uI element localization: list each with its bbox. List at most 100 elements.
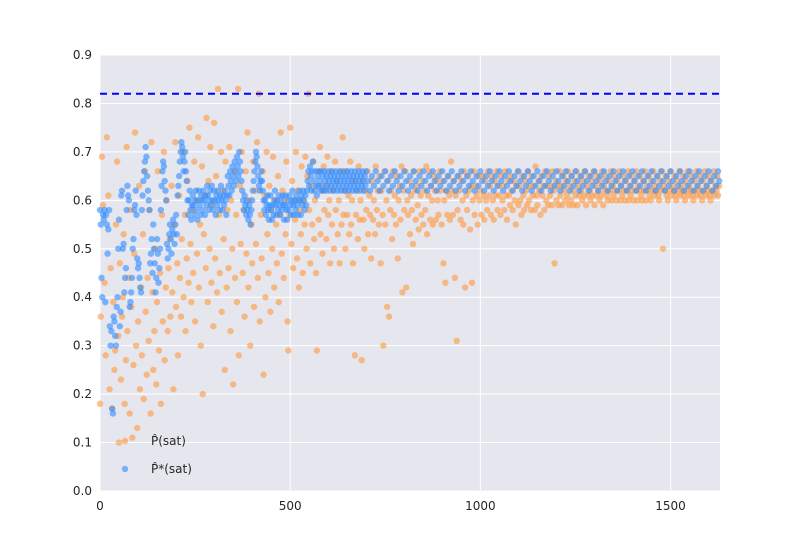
data-point — [102, 298, 109, 306]
data-point — [292, 206, 299, 214]
data-point — [518, 211, 525, 219]
data-point — [227, 327, 234, 335]
data-point — [321, 206, 328, 214]
data-point — [182, 168, 190, 175]
data-point — [182, 327, 189, 335]
data-point — [179, 153, 187, 160]
data-point — [598, 182, 606, 189]
data-point — [431, 177, 438, 185]
data-point — [266, 182, 273, 189]
data-point — [414, 187, 421, 194]
data-point — [147, 410, 154, 417]
data-point — [235, 352, 243, 359]
data-point — [551, 182, 558, 189]
data-point — [177, 148, 184, 156]
data-point — [458, 168, 465, 175]
data-point — [232, 177, 240, 185]
data-point — [243, 197, 251, 204]
data-point — [194, 134, 202, 141]
data-point — [447, 158, 455, 165]
data-point — [412, 216, 419, 223]
data-point — [186, 124, 193, 131]
data-point — [370, 197, 378, 204]
data-point — [655, 197, 663, 204]
plot-background — [100, 55, 720, 491]
data-point — [137, 289, 145, 296]
data-point — [172, 303, 180, 311]
data-point — [642, 197, 650, 204]
data-point — [236, 148, 243, 156]
data-point — [523, 201, 531, 209]
data-point — [568, 172, 575, 180]
data-point — [644, 172, 651, 180]
data-point — [478, 211, 485, 219]
data-point — [213, 201, 221, 209]
data-point — [376, 187, 383, 194]
data-point — [216, 269, 224, 277]
data-point — [243, 250, 250, 257]
data-point — [171, 240, 178, 248]
data-point — [165, 245, 172, 252]
data-point — [673, 172, 680, 180]
data-point — [501, 172, 509, 180]
data-point — [576, 192, 583, 199]
data-point — [511, 197, 518, 204]
data-point — [570, 182, 577, 189]
data-point — [119, 245, 127, 252]
data-point — [135, 260, 142, 267]
data-point — [162, 187, 169, 194]
data-point — [701, 172, 708, 180]
data-point — [256, 318, 263, 325]
data-point — [512, 221, 519, 228]
data-point — [638, 168, 646, 175]
data-point — [130, 235, 137, 243]
data-point — [124, 327, 131, 335]
data-point — [562, 168, 570, 175]
data-point — [97, 313, 104, 320]
data-point — [159, 158, 167, 165]
data-point — [383, 177, 391, 185]
data-point — [252, 240, 260, 248]
data-point — [255, 182, 263, 189]
data-point — [610, 168, 617, 175]
data-point — [297, 231, 305, 238]
data-point — [476, 197, 483, 204]
data-point — [435, 172, 442, 180]
data-point — [112, 332, 119, 340]
data-point — [616, 172, 623, 180]
data-point — [657, 168, 665, 175]
data-point — [576, 187, 583, 194]
y-tick-label: 0.1 — [73, 436, 92, 450]
y-tick-label: 0.4 — [73, 290, 92, 304]
data-point — [221, 366, 228, 374]
data-point — [439, 168, 446, 175]
data-point — [442, 187, 450, 194]
data-point — [418, 182, 425, 189]
data-point — [654, 172, 661, 180]
data-point — [113, 158, 121, 165]
data-point — [606, 172, 613, 180]
data-point — [648, 168, 655, 175]
data-point — [593, 192, 600, 199]
data-point — [264, 231, 271, 238]
data-point — [484, 182, 492, 189]
data-point — [697, 172, 704, 180]
data-point — [182, 148, 189, 156]
data-point — [227, 177, 235, 185]
data-point — [429, 221, 437, 228]
data-point — [258, 255, 265, 262]
data-point — [434, 197, 441, 204]
data-point — [320, 163, 327, 170]
series-phat-star — [96, 139, 723, 417]
data-point — [572, 168, 579, 175]
data-point — [471, 211, 478, 219]
data-point — [361, 172, 368, 180]
data-point — [229, 381, 237, 388]
data-point — [598, 192, 605, 199]
data-point — [317, 231, 324, 238]
data-point — [176, 274, 184, 282]
data-point — [352, 211, 360, 219]
data-point — [328, 221, 336, 228]
data-point — [112, 347, 119, 354]
